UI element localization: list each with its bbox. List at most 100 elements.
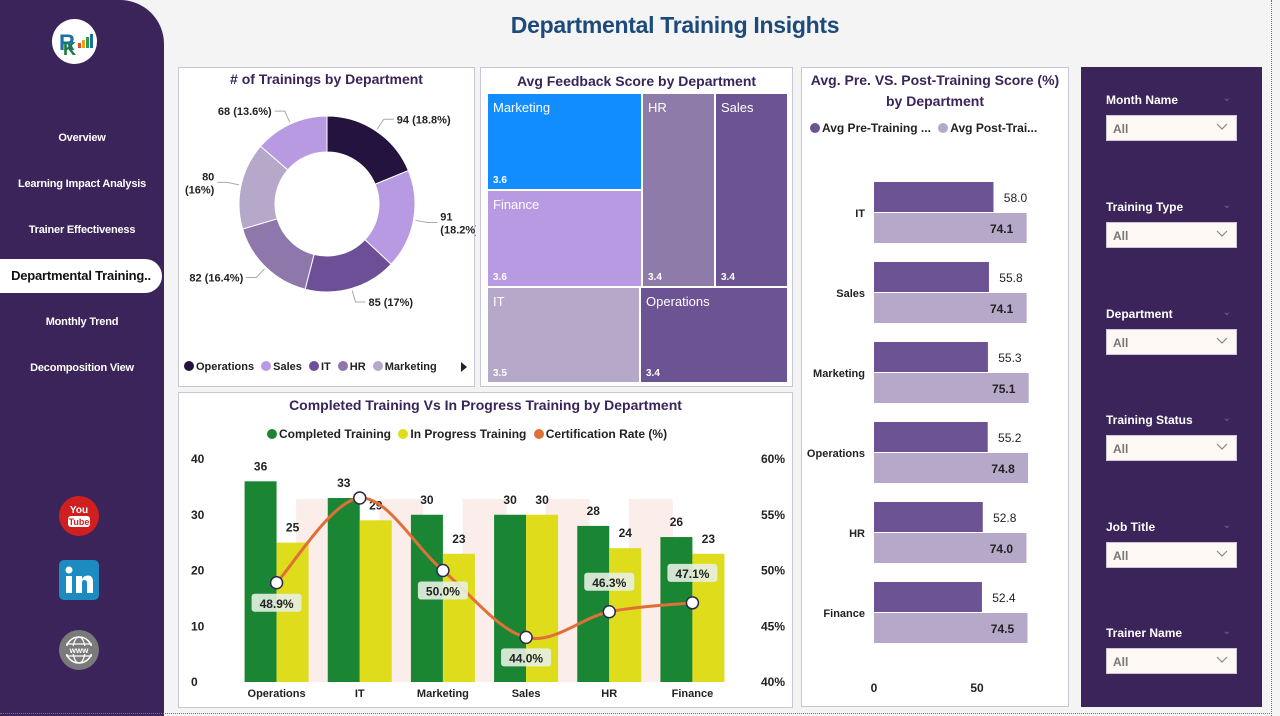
- page-border: [1271, 0, 1272, 716]
- donut-legend: Operations Sales IT HR Marketing: [184, 361, 441, 373]
- department-dropdown[interactable]: All: [1106, 329, 1237, 355]
- hbar-data-label: 74.1: [990, 302, 1014, 316]
- nav-trainer-effectiveness[interactable]: Trainer Effectiveness: [28, 224, 136, 236]
- svg-text:Tube: Tube: [69, 517, 90, 527]
- chevron-down-icon: [1216, 230, 1228, 237]
- chevron-down-icon[interactable]: ⌄: [1222, 413, 1231, 424]
- treemap-cell-label: Operations: [646, 294, 710, 309]
- legend-item-post-training[interactable]: Avg Post-Trai...: [938, 121, 1037, 135]
- treemap-cell-marketing[interactable]: Marketing 3.6: [488, 94, 641, 189]
- chevron-down-icon: [1216, 443, 1228, 450]
- treemap-cell-operations[interactable]: Operations 3.4: [641, 288, 787, 382]
- legend-next-arrow-icon[interactable]: [461, 362, 467, 372]
- hbar-bar-hr-post: [874, 533, 1027, 563]
- chevron-down-icon[interactable]: ⌄: [1222, 200, 1231, 211]
- donut-chart-title: # of Trainings by Department: [230, 71, 423, 87]
- chevron-down-icon: [1216, 656, 1228, 663]
- combo-data-label: 24: [619, 526, 633, 540]
- linkedin-icon[interactable]: [59, 560, 99, 600]
- donut-slice-finance: [259, 115, 328, 171]
- combo-data-label: 23: [702, 532, 716, 546]
- job-title-dropdown[interactable]: All: [1106, 542, 1237, 568]
- treemap-cell-value: 3.6: [493, 175, 507, 186]
- treemap-title: Avg Feedback Score by Department: [516, 73, 757, 89]
- treemap-cell-sales[interactable]: Sales 3.4: [716, 94, 787, 286]
- combo-x-tick: Sales: [512, 688, 541, 700]
- legend-item-pre-training[interactable]: Avg Pre-Training ...: [810, 121, 931, 135]
- treemap-cell-value: 3.4: [721, 272, 735, 283]
- legend-item-marketing[interactable]: Marketing: [372, 361, 437, 373]
- donut-data-label: (18.2%): [440, 224, 476, 236]
- chevron-down-icon[interactable]: ⌄: [1222, 520, 1231, 531]
- hbar-chart: IT 58.0 74.1 Sales 55.8 74.1 Marketing 55.3 75.1…: [807, 182, 1029, 695]
- combo-bar-completed-finance: [660, 537, 693, 682]
- certification-rate-point: [602, 605, 616, 619]
- hbar-category-label: Operations: [807, 448, 865, 460]
- combo-x-tick: Operations: [248, 688, 306, 700]
- legend-item-certification-rate[interactable]: Certification Rate (%): [533, 427, 667, 441]
- filter-label: Trainer Name: [1106, 626, 1183, 640]
- nav-monthly-trend[interactable]: Monthly Trend: [45, 316, 119, 328]
- hbar-bar-operations-pre: [874, 422, 988, 452]
- chevron-down-icon: [1216, 337, 1228, 344]
- treemap-chart: Marketing 3.6 Finance 3.6 IT 3.5 HR 3.4 Sales 3.4…: [487, 93, 788, 383]
- trainings-by-department-card: # of Trainings by Department 94 (18.8%) 9…: [178, 67, 476, 387]
- legend-item-sales[interactable]: Sales: [261, 361, 302, 373]
- training-type-dropdown[interactable]: All: [1106, 222, 1237, 248]
- chevron-down-icon[interactable]: ⌄: [1222, 93, 1231, 104]
- filter-label: Training Status: [1106, 413, 1193, 427]
- chevron-down-icon[interactable]: ⌄: [1222, 307, 1231, 318]
- training-status-dropdown[interactable]: All: [1106, 435, 1237, 461]
- trainer-name-dropdown[interactable]: All: [1106, 648, 1237, 674]
- youtube-icon[interactable]: You Tube: [59, 496, 99, 536]
- combo-y2-tick: 50%: [761, 564, 785, 578]
- donut-leader-line: [274, 110, 291, 123]
- donut-leader-line: [351, 290, 366, 303]
- hbar-x-tick: 0: [871, 681, 878, 695]
- month-name-dropdown[interactable]: All: [1106, 115, 1237, 141]
- combo-data-label: 23: [452, 532, 466, 546]
- filter-label: Month Name: [1106, 93, 1178, 107]
- svg-text:You: You: [70, 505, 88, 516]
- filter-label: Job Title: [1106, 520, 1156, 534]
- treemap-cell-hr[interactable]: HR 3.4: [643, 94, 714, 286]
- treemap-cell-label: IT: [493, 294, 505, 309]
- website-icon[interactable]: www: [59, 630, 99, 670]
- legend-item-completed[interactable]: Completed Training: [267, 427, 391, 441]
- chevron-down-icon: [1216, 123, 1228, 130]
- certification-rate-point: [436, 563, 450, 578]
- treemap-cell-finance[interactable]: Finance 3.6: [488, 191, 641, 286]
- donut-data-label: 94 (18.8%): [397, 114, 451, 126]
- hbar-bar-finance-post: [874, 613, 1028, 643]
- hbar-category-label: IT: [855, 208, 865, 220]
- combo-x-tick: IT: [355, 688, 365, 700]
- donut-leader-line: [415, 219, 438, 223]
- chevron-down-icon[interactable]: ⌄: [1222, 626, 1231, 637]
- legend-item-in-progress[interactable]: In Progress Training: [398, 427, 526, 441]
- nav-overview[interactable]: Overview: [58, 132, 106, 144]
- combo-legend: Completed Training In Progress Training …: [267, 427, 671, 441]
- hbar-data-label: 75.1: [992, 382, 1016, 396]
- combo-bar-completed-hr: [577, 525, 610, 682]
- donut-data-label: 68 (13.6%): [218, 106, 272, 118]
- nav-learning-impact-analysis[interactable]: Learning Impact Analysis: [17, 178, 147, 190]
- chevron-down-icon: [1216, 550, 1228, 557]
- hbar-data-label: 52.8: [993, 511, 1017, 525]
- combo-bar-in-progress-operations: [276, 542, 309, 682]
- combo-data-label: 26: [670, 515, 684, 529]
- certification-rate-point: [269, 576, 284, 590]
- hbar-data-label: 74.0: [990, 542, 1014, 556]
- legend-item-it[interactable]: IT: [308, 361, 331, 373]
- legend-item-hr[interactable]: HR: [337, 361, 366, 373]
- nav-decomposition-view[interactable]: Decomposition View: [30, 362, 134, 374]
- combo-y2-tick: 55%: [761, 508, 785, 522]
- treemap-cell-label: Marketing: [493, 100, 551, 115]
- legend-item-operations[interactable]: Operations: [184, 361, 254, 373]
- combo-y-tick: 10: [191, 619, 205, 633]
- treemap-cell-it[interactable]: IT 3.5: [488, 288, 639, 382]
- hbar-bar-hr-pre: [874, 502, 983, 532]
- nav-departmental-training[interactable]: Departmental Training..: [0, 259, 162, 293]
- hbar-data-label: 52.4: [992, 591, 1016, 605]
- company-logo: R K: [52, 19, 97, 64]
- treemap-cell-value: 3.6: [493, 272, 507, 283]
